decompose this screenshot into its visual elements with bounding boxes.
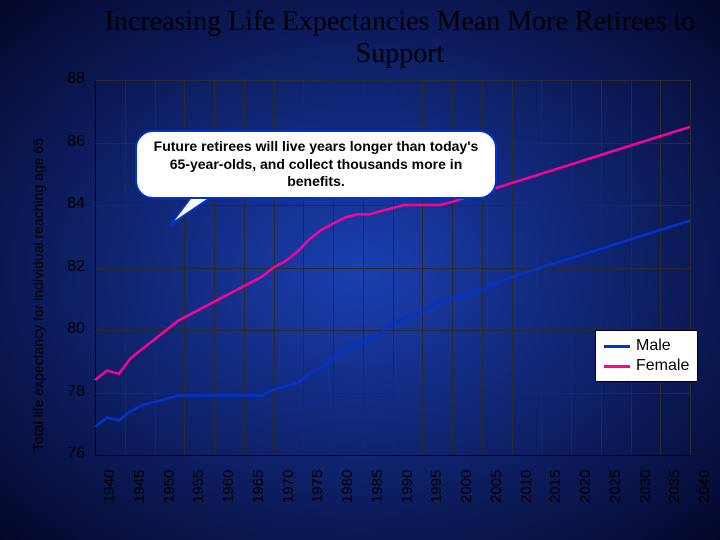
callout-tail bbox=[0, 0, 720, 540]
callout-box: Future retirees will live years longer t… bbox=[135, 130, 497, 199]
slide: Increasing Life Expectancies Mean More R… bbox=[0, 0, 720, 540]
